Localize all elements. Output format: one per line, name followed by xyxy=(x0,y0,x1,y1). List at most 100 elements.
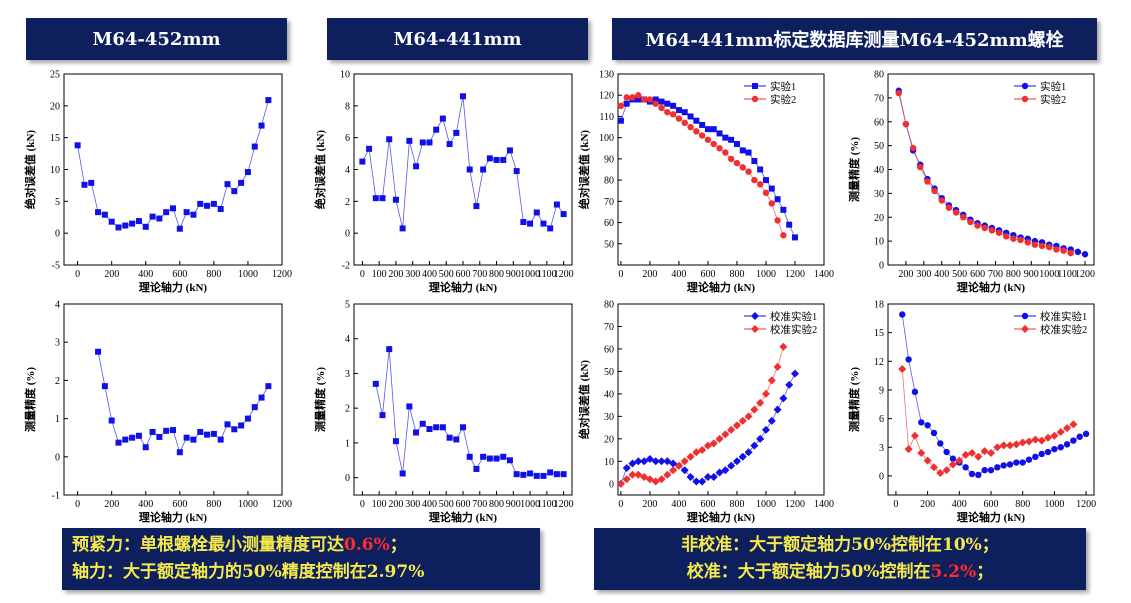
x-tick-label: 0 xyxy=(360,269,365,280)
data-point xyxy=(675,107,682,114)
data-point xyxy=(664,109,671,116)
summary-right-highlight: 5.2% xyxy=(930,562,977,582)
data-point xyxy=(617,117,624,124)
data-point xyxy=(170,205,176,212)
chart-top-right-a: 0 200 400 600 800 1000 1200 1400 50 60 70 80 90 100 11… xyxy=(577,70,834,295)
legend-label: 校准实验1 xyxy=(1040,310,1087,323)
y-tick-label: 4 xyxy=(345,165,350,176)
series-line xyxy=(620,94,784,236)
data-point xyxy=(999,441,1008,450)
data-point xyxy=(419,420,426,427)
data-point xyxy=(952,209,960,216)
data-point xyxy=(727,425,736,434)
y-tick-label: 70 xyxy=(604,197,614,208)
legend-label: 实验1 xyxy=(1040,80,1066,93)
data-point xyxy=(756,398,765,407)
series-1 xyxy=(899,311,1090,479)
data-point xyxy=(675,115,683,122)
data-point xyxy=(217,205,224,212)
data-point xyxy=(955,456,964,465)
data-point xyxy=(703,473,712,482)
data-point xyxy=(1038,242,1046,250)
data-point xyxy=(681,109,688,116)
plot-frame xyxy=(353,73,573,266)
y-tick-label: 0 xyxy=(345,229,350,240)
y-axis-label: 绝对误差值 (kN) xyxy=(577,360,591,439)
x-tick-label: 0 xyxy=(618,499,623,510)
data-point xyxy=(74,142,81,149)
x-tick-label: 200 xyxy=(104,269,119,280)
x-axis-label: 理论轴力 (kN) xyxy=(429,510,497,524)
data-point xyxy=(622,475,631,484)
x-tick-label: 100 xyxy=(372,499,387,510)
y-tick-label: 6 xyxy=(345,133,350,144)
data-point xyxy=(527,470,534,477)
x-tick-label: 500 xyxy=(439,269,454,280)
x-tick-label: 1400 xyxy=(814,269,834,280)
data-point xyxy=(658,98,665,105)
x-tick-label: 1100 xyxy=(537,269,557,280)
data-point xyxy=(945,204,953,211)
x-tick-label: 700 xyxy=(988,269,1003,280)
data-point xyxy=(244,169,251,176)
data-point xyxy=(379,195,386,202)
data-point xyxy=(1013,459,1020,466)
data-point xyxy=(190,436,197,443)
y-tick-label: -1 xyxy=(52,491,60,502)
data-point xyxy=(426,139,433,146)
x-tick-label: 1000 xyxy=(756,269,776,280)
data-point xyxy=(1032,453,1039,460)
y-tick-label: 10 xyxy=(604,457,614,468)
summary-right: 非校准：大于额定轴力50%控制在10%； 校准：大于额定轴力50%控制在5.2%… xyxy=(594,528,1086,590)
data-point xyxy=(176,225,183,232)
data-point xyxy=(895,89,902,97)
data-point xyxy=(1031,435,1040,444)
data-point xyxy=(645,455,654,464)
data-point xyxy=(1037,436,1046,445)
data-point xyxy=(453,129,460,136)
data-point xyxy=(716,145,723,152)
data-point xyxy=(657,457,666,466)
data-point xyxy=(917,163,924,171)
data-point xyxy=(520,219,527,226)
legend-label: 实验2 xyxy=(1040,93,1066,106)
data-point xyxy=(399,470,406,477)
data-point xyxy=(645,475,654,484)
data-point xyxy=(1031,241,1039,248)
data-point xyxy=(738,416,747,425)
chart-bottom-right-a: 0 200 400 600 800 1000 1200 1400 0 10 20 30 40 50 60 70… xyxy=(577,300,834,525)
x-axis-label: 理论轴力 (kN) xyxy=(139,510,207,524)
y-axis-label: 绝对误差值 (kN) xyxy=(313,130,327,209)
data-point xyxy=(768,185,775,192)
data-point xyxy=(142,444,149,451)
data-point xyxy=(773,362,782,371)
data-point xyxy=(699,121,706,128)
y-tick-label: 2 xyxy=(345,404,350,415)
y-tick-label: 3 xyxy=(879,443,884,454)
data-point xyxy=(480,166,487,173)
legend-marker xyxy=(1021,82,1029,90)
series-1 xyxy=(74,97,272,232)
data-point xyxy=(460,424,466,431)
data-point xyxy=(506,147,513,154)
x-tick-label: 200 xyxy=(388,499,403,510)
data-point xyxy=(81,181,88,188)
y-tick-label: 5 xyxy=(345,300,350,311)
x-tick-label: 800 xyxy=(489,499,504,510)
data-point xyxy=(762,177,769,184)
data-point xyxy=(500,453,507,460)
data-point xyxy=(640,457,649,466)
plot-frame xyxy=(63,303,283,496)
data-point xyxy=(439,115,446,122)
series-line xyxy=(901,368,1074,474)
x-tick-label: 600 xyxy=(456,269,471,280)
y-tick-label: 15 xyxy=(874,328,884,339)
data-point xyxy=(553,471,560,478)
data-point xyxy=(1006,461,1014,468)
y-tick-label: 4 xyxy=(55,300,60,311)
x-tick-label: 1200 xyxy=(554,269,574,280)
data-point xyxy=(733,159,741,167)
summary-right-line2: 校准：大于额定轴力50%控制在5.2%； xyxy=(604,559,1076,586)
data-point xyxy=(715,468,724,477)
series-line xyxy=(362,96,564,230)
